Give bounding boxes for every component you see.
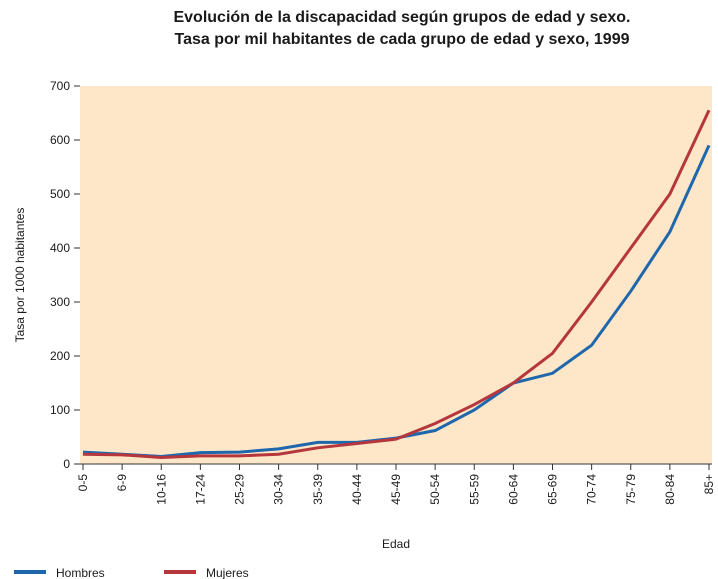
x-tick-label: 6-9 xyxy=(115,474,129,492)
legend-label: Hombres xyxy=(56,566,105,579)
x-tick-label: 45-49 xyxy=(389,474,403,505)
x-tick-label: 10-16 xyxy=(154,474,168,505)
y-tick-label: 200 xyxy=(50,349,70,363)
x-tick-label: 17-24 xyxy=(193,474,207,505)
y-tick-label: 400 xyxy=(50,241,70,255)
x-tick-label: 40-44 xyxy=(350,474,364,505)
y-tick-label: 700 xyxy=(50,79,70,93)
x-tick-label: 50-54 xyxy=(428,474,442,505)
y-tick-label: 300 xyxy=(50,295,70,309)
line-series xyxy=(82,109,711,460)
x-tick-label: 65-69 xyxy=(546,474,560,505)
x-tick-label: 25-29 xyxy=(233,474,247,505)
x-tick-label: 30-34 xyxy=(272,474,286,505)
y-tick-label: 500 xyxy=(50,187,70,201)
x-tick-label: 35-39 xyxy=(311,474,325,505)
chart-title: Evolución de la discapacidad según grupo… xyxy=(173,9,630,26)
y-tick-label: 100 xyxy=(50,403,70,417)
legend-label: Mujeres xyxy=(206,566,249,579)
x-tick-label: 75-79 xyxy=(624,474,638,505)
x-tick-label: 60-64 xyxy=(506,474,520,505)
x-axis-label: Edad xyxy=(382,537,410,551)
y-axis-label: Tasa por 1000 habitantes xyxy=(13,208,27,343)
x-tick-label: 85+ xyxy=(702,474,716,494)
x-tick-label: 80-84 xyxy=(663,474,677,505)
x-tick-label: 55-59 xyxy=(467,474,481,505)
y-tick-label: 0 xyxy=(63,457,70,471)
x-tick-label: 0-5 xyxy=(76,474,90,492)
x-tick-label: 70-74 xyxy=(585,474,599,505)
chart-title: Tasa por mil habitantes de cada grupo de… xyxy=(175,31,630,48)
y-tick-label: 600 xyxy=(50,133,70,147)
plot-background xyxy=(80,86,712,464)
